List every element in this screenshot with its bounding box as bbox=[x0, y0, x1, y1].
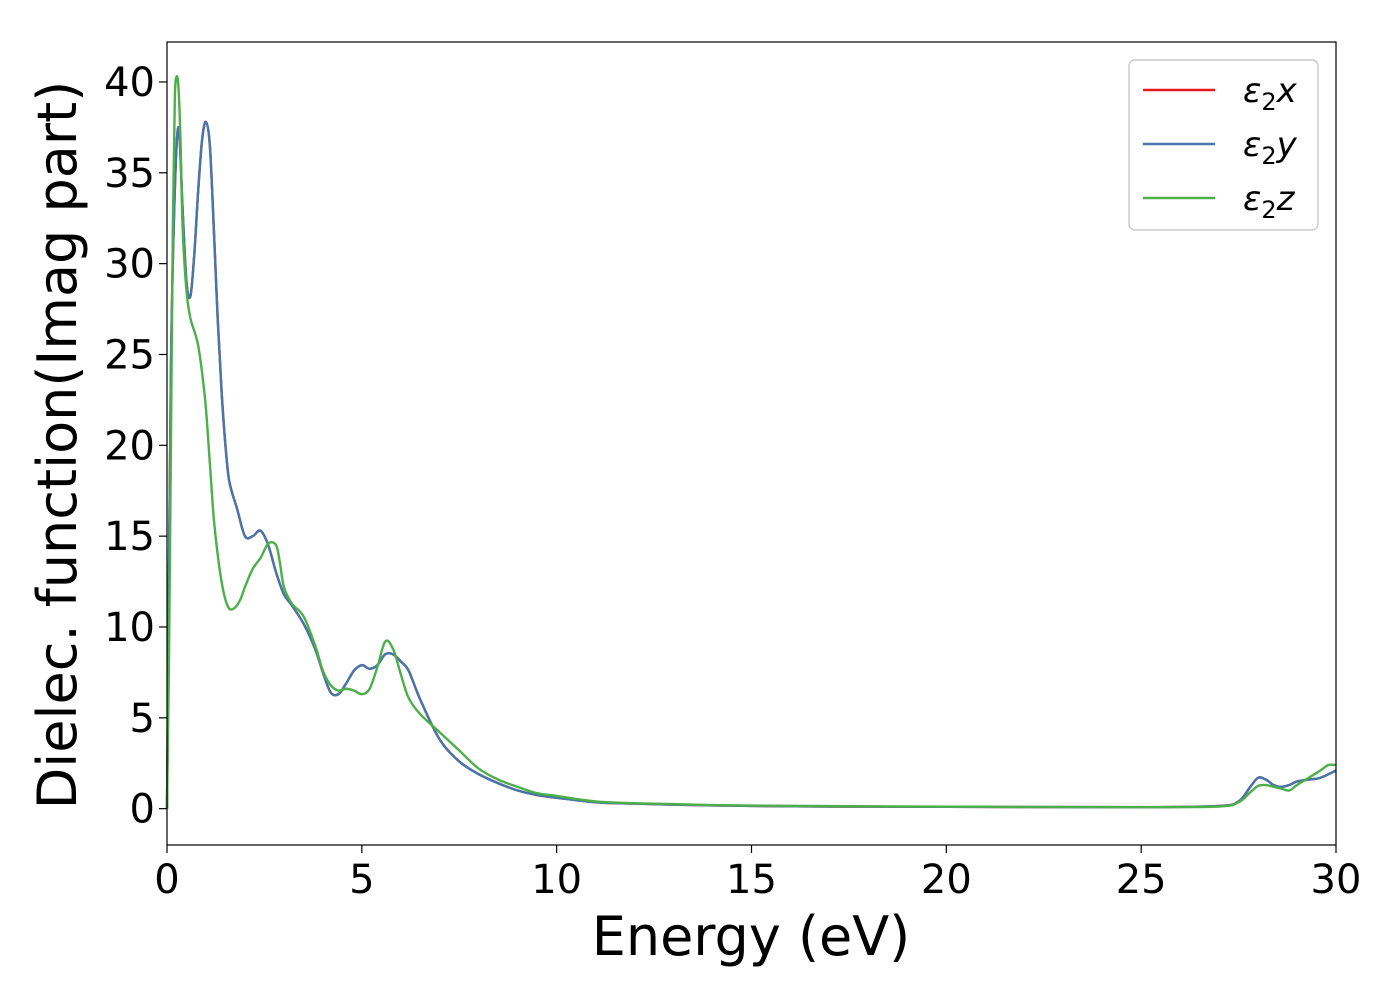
plot-lines bbox=[165, 75, 1337, 809]
y-tick-label: 10 bbox=[104, 605, 155, 651]
y-tick-label: 15 bbox=[104, 514, 155, 560]
y-tick-label: 40 bbox=[104, 60, 155, 106]
legend-label-z: ε2z bbox=[1243, 179, 1296, 224]
legend: ε2x ε2y ε2z bbox=[1128, 59, 1319, 231]
x-tick-label: 5 bbox=[349, 857, 374, 903]
y-tick-label: 35 bbox=[104, 151, 155, 197]
x-tick-label: 20 bbox=[921, 857, 972, 903]
y-axis-title: Dielec. function(Imag part) bbox=[26, 81, 89, 810]
y-tick-label: 30 bbox=[104, 242, 155, 288]
y-tick-label: 20 bbox=[104, 423, 155, 469]
x-ticks: 0 5 10 15 20 25 30 bbox=[154, 845, 1361, 903]
y-tick-label: 5 bbox=[130, 696, 155, 742]
x-tick-label: 25 bbox=[1116, 857, 1167, 903]
x-tick-label: 15 bbox=[726, 857, 777, 903]
legend-box bbox=[1128, 59, 1319, 231]
x-tick-label: 0 bbox=[154, 857, 179, 903]
y-ticks: 0 5 10 15 20 25 30 35 40 bbox=[104, 60, 167, 833]
y-tick-label: 0 bbox=[130, 787, 155, 833]
legend-label-x: ε2x bbox=[1243, 71, 1298, 116]
x-tick-label: 10 bbox=[531, 857, 582, 903]
y-tick-label: 25 bbox=[104, 332, 155, 378]
x-axis-title: Energy (eV) bbox=[592, 905, 911, 968]
series-line-z bbox=[165, 75, 1337, 809]
x-tick-label: 30 bbox=[1311, 857, 1362, 903]
legend-label-y: ε2y bbox=[1243, 125, 1298, 170]
